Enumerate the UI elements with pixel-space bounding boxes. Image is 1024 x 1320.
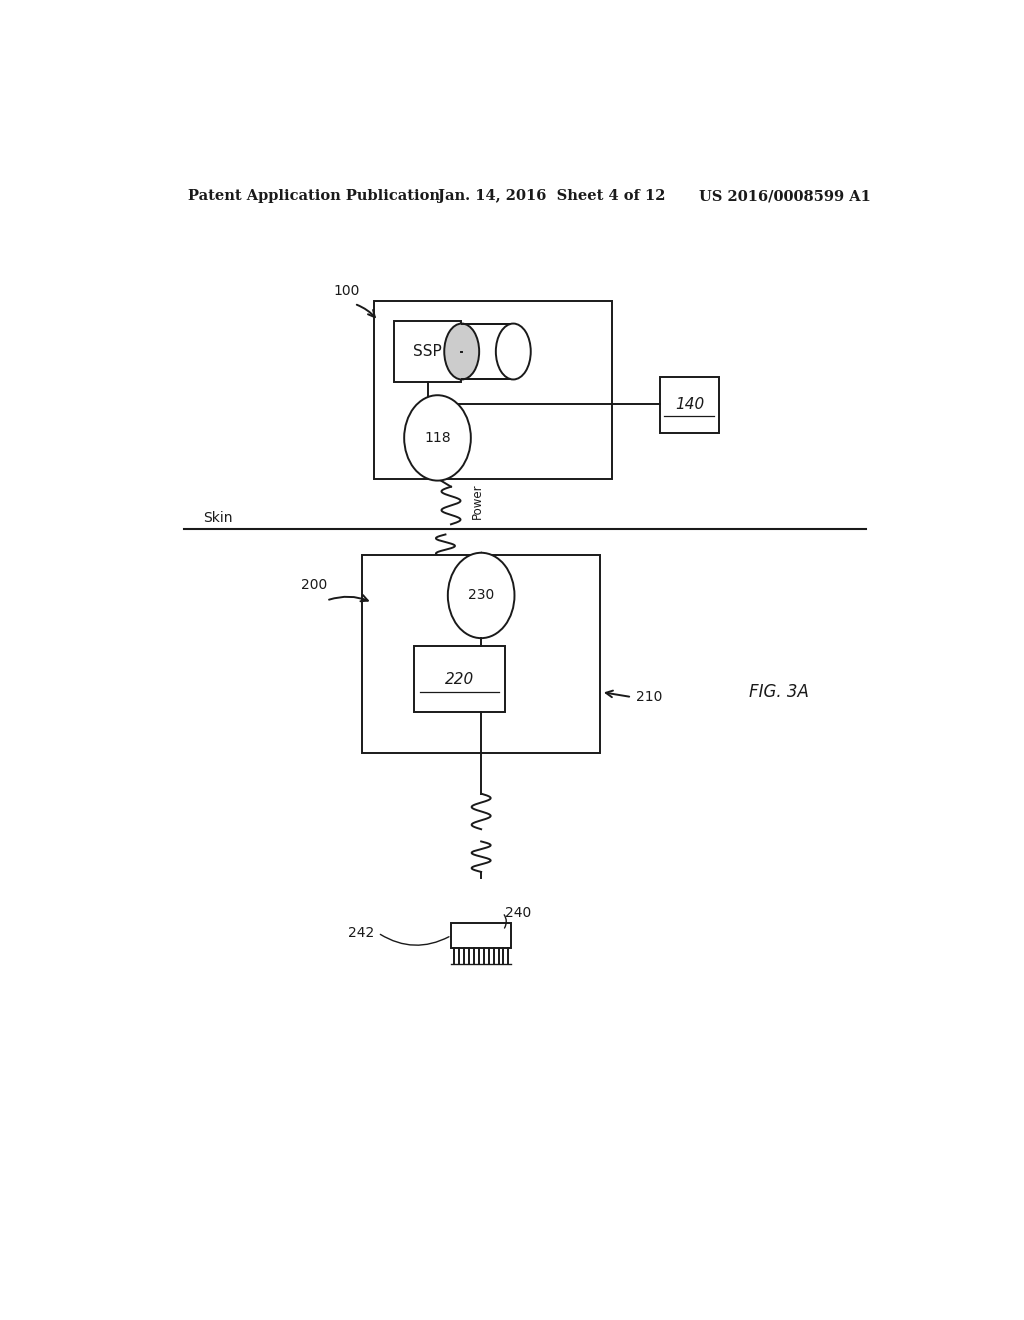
- Text: 200: 200: [301, 578, 328, 593]
- Text: 210: 210: [636, 690, 663, 704]
- Bar: [362, 554, 600, 752]
- Text: 242: 242: [348, 925, 374, 940]
- Bar: [414, 647, 505, 713]
- Circle shape: [447, 553, 514, 638]
- Text: Jan. 14, 2016  Sheet 4 of 12: Jan. 14, 2016 Sheet 4 of 12: [437, 189, 665, 203]
- Ellipse shape: [496, 323, 530, 379]
- Text: FIG. 3A: FIG. 3A: [749, 682, 809, 701]
- Bar: [452, 923, 511, 948]
- Text: 100: 100: [333, 284, 359, 297]
- Text: 118: 118: [424, 430, 451, 445]
- Ellipse shape: [444, 323, 479, 379]
- Bar: [374, 301, 612, 479]
- Text: Power: Power: [471, 483, 483, 519]
- Text: SSP: SSP: [414, 345, 442, 359]
- Text: 220: 220: [444, 672, 474, 686]
- Text: 140: 140: [675, 397, 705, 412]
- Bar: [394, 321, 462, 381]
- Text: US 2016/0008599 A1: US 2016/0008599 A1: [699, 189, 871, 203]
- Text: Patent Application Publication: Patent Application Publication: [187, 189, 439, 203]
- Bar: [659, 378, 719, 433]
- Text: Skin: Skin: [204, 511, 232, 525]
- Text: 230: 230: [468, 589, 495, 602]
- Text: 240: 240: [505, 906, 531, 920]
- Circle shape: [404, 395, 471, 480]
- Bar: [462, 323, 513, 379]
